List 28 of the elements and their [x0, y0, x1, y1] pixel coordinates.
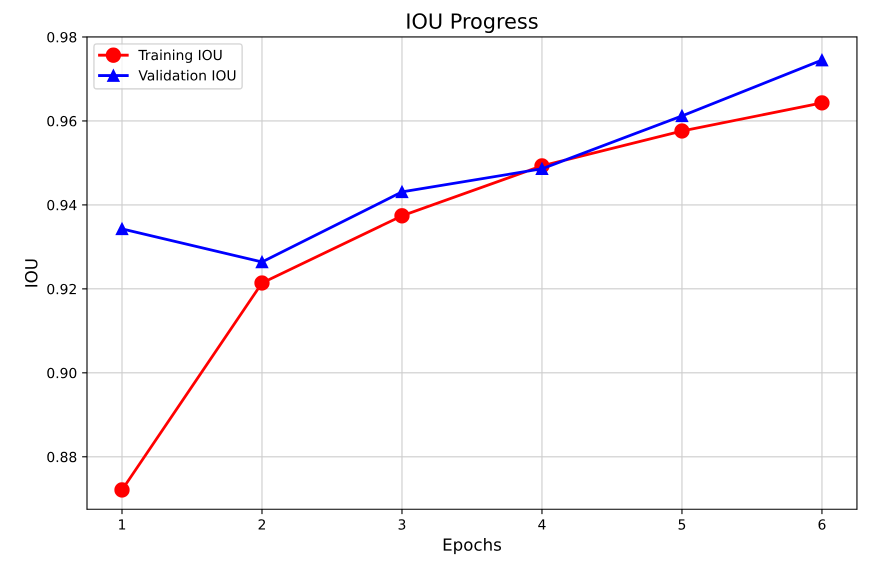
legend-label: Validation IOU — [138, 70, 236, 81]
y-tick-label: 0.96 — [47, 116, 76, 126]
point — [396, 186, 408, 198]
y-tick-label: 0.92 — [47, 284, 76, 294]
chart-title: IOU Progress — [407, 13, 538, 33]
point — [816, 54, 828, 66]
point — [814, 95, 830, 111]
legend-label: Training IOU — [138, 49, 222, 63]
point — [536, 162, 548, 176]
x-tick-label: 2 — [258, 519, 266, 530]
point — [394, 208, 410, 224]
x-tick-label: 3 — [398, 519, 406, 530]
point — [256, 256, 268, 268]
x-tick-label: 1 — [119, 519, 126, 530]
y-tick-label: 0.98 — [47, 32, 76, 42]
point — [116, 222, 128, 236]
point — [676, 110, 688, 122]
point — [674, 123, 690, 139]
y-tick-label: 0.94 — [47, 200, 76, 210]
point — [114, 482, 130, 498]
x-tick-label: 4 — [538, 519, 546, 530]
x-tick-label: 6 — [818, 519, 826, 530]
x-axis-title: Epochs — [444, 538, 502, 554]
y-tick-label: 0.90 — [47, 368, 76, 378]
x-tick-label: 5 — [678, 519, 686, 530]
y-axis-title: IOU — [24, 259, 38, 287]
y-tick-label: 0.88 — [47, 452, 76, 462]
point — [254, 275, 270, 291]
